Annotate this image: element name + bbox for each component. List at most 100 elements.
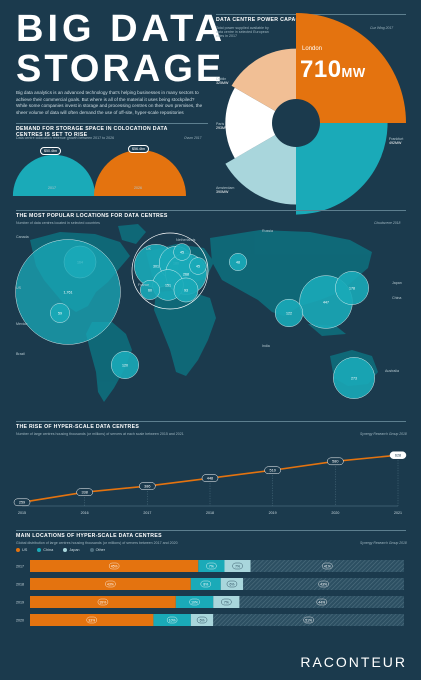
map-bubble-value-china: 447	[323, 300, 329, 304]
stack-pill-2020-us	[86, 616, 97, 624]
rise-year-2016: 2016	[81, 511, 89, 515]
stack-pill-2019-us	[97, 598, 109, 606]
rise-year-2019: 2019	[269, 511, 277, 515]
stack-layer: 2017 45% 7% 7% 41% 2018 43% 8% 6% 43% 2019 39% 10% 7%…	[16, 560, 404, 626]
stack-seg-2018-other	[243, 578, 404, 590]
dublin-value: 325MW	[216, 81, 229, 85]
map-label-mexico: Mexico	[16, 322, 28, 326]
legend-china: China	[37, 548, 53, 552]
legend-us: US	[16, 548, 27, 552]
rise-point-2016	[76, 488, 93, 496]
stack-label-2018-china: 8%	[203, 582, 208, 586]
legend-us-label: US	[22, 548, 28, 552]
stack-year-2020: 2020	[16, 619, 24, 623]
rise-year-2017: 2017	[143, 511, 151, 515]
stack-label-2020-other: 51%	[305, 618, 312, 622]
map-label-australia: Australia	[385, 369, 399, 373]
stack-seg-2019-us	[30, 596, 176, 608]
stack-label-2019-china: 10%	[191, 600, 198, 604]
stack-seg-2017-japan	[224, 560, 251, 572]
stack-label-2017-other: 41%	[324, 564, 331, 568]
map-label-japan: Japan	[392, 281, 402, 285]
map-bubble-value-us: 1,761	[64, 290, 73, 294]
power-arcs	[225, 13, 406, 215]
map-bubble-value-poland: 45	[196, 264, 200, 268]
frankfurt-value: 492MW	[389, 141, 402, 145]
rise-value-2015: 259	[19, 501, 25, 505]
power-source: Cuz Wing 2017	[370, 26, 394, 30]
stack-seg-2017-china	[198, 560, 225, 572]
demand-rule	[16, 123, 208, 124]
rise-year-2021: 2021	[394, 511, 402, 515]
legend-japan-label: Japan	[69, 548, 80, 552]
stack-pill-2019-china	[189, 598, 200, 606]
paris-value: 293MW	[216, 126, 229, 130]
london-number: 710	[300, 56, 342, 83]
map-title: THE MOST POPULAR LOCATIONS FOR DATA CENT…	[16, 213, 168, 219]
map-bubble-value-france: 151	[165, 283, 171, 287]
paris-city: Paris	[216, 122, 225, 126]
stack-seg-2020-japan	[190, 614, 214, 626]
map-bubble-us	[15, 239, 121, 345]
map-bubble-sweden	[173, 243, 191, 261]
stack-seg-2020-us	[30, 614, 154, 626]
page-title-line2: STORAGE	[16, 48, 225, 90]
map-bubble-value-russia: 48	[236, 260, 240, 264]
intro-text: Big data analytics is an advanced techno…	[16, 90, 203, 115]
stack-seg-2020-china	[153, 614, 191, 626]
map-bubble-value-germany: 268	[183, 272, 189, 276]
stack-seg-2019-other	[239, 596, 404, 608]
amsterdam-city: Amsterdam	[216, 186, 235, 190]
power-slice-paris	[225, 87, 296, 159]
map-bubble-value-mexico: 59	[58, 311, 62, 315]
rise-value-2020: 580	[332, 460, 338, 464]
stack-pill-2017-us	[108, 562, 120, 570]
map-bubble-value-spain: 60	[148, 288, 152, 292]
rise-point-2021	[389, 451, 407, 459]
map-subtitle: Number of data centres located in select…	[16, 221, 100, 225]
stack-year-2018: 2018	[16, 583, 24, 587]
power-slice-london	[296, 13, 406, 123]
rise-year-2018: 2018	[206, 511, 214, 515]
stack-seg-2018-china	[190, 578, 221, 590]
stack-seg-2017-other	[250, 560, 404, 572]
map-bubble-value-uk: 301	[153, 264, 159, 268]
stack-label-2020-japan: 6%	[200, 618, 205, 622]
stack-pill-2018-japan	[226, 580, 238, 588]
stack-label-2018-other: 43%	[320, 582, 327, 586]
brand-logo: RACONTEUR	[300, 654, 407, 670]
rise-point-2018	[201, 474, 219, 482]
amsterdam-label: Amsterdam 390MW	[216, 186, 234, 194]
paris-label: Paris 293MW	[216, 122, 228, 130]
legend-japan: Japan	[63, 548, 80, 552]
map-bubble-japan	[335, 271, 369, 305]
map-bubble-value-italy: 93	[184, 288, 188, 292]
power-slice-amsterdam	[225, 123, 296, 205]
power-title: DATA CENTRE POWER CAPACITY	[216, 17, 309, 23]
stack-pill-2018-china	[200, 580, 211, 588]
map-bubble-india	[274, 298, 304, 328]
power-slice-dublin	[231, 48, 296, 123]
stack-pill-2020-japan	[196, 616, 208, 624]
frankfurt-city: Frankfurt	[389, 137, 404, 141]
map-label-india: India	[262, 344, 270, 348]
demand-subtitle: Data centre colocation revenue growth be…	[16, 136, 115, 140]
europe-zoom-ring	[131, 232, 209, 310]
stack-label-2018-japan: 6%	[230, 582, 235, 586]
map-bubble-russia	[229, 253, 247, 271]
map-bubble-value-australia: 273	[351, 376, 357, 380]
stack-pill-2017-other	[322, 562, 333, 570]
map-label-netherlands: Netherlands	[176, 238, 196, 242]
amsterdam-value: 390MW	[216, 190, 229, 194]
london-label: London	[302, 46, 323, 52]
map-rule	[16, 210, 406, 211]
dublin-city: Dublin	[216, 77, 227, 81]
page-title-line1: BIG DATA	[16, 8, 227, 50]
rise-subtitle: Number of large centres housing thousand…	[16, 432, 184, 436]
stack-seg-2019-japan	[213, 596, 240, 608]
